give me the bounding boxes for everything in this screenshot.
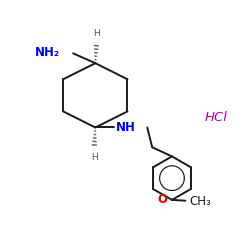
Text: H: H (93, 29, 100, 38)
Text: H: H (91, 153, 98, 162)
Text: O: O (158, 194, 168, 206)
Text: CH₃: CH₃ (190, 195, 212, 208)
Text: NH: NH (116, 121, 136, 134)
Text: HCl: HCl (205, 111, 228, 124)
Text: NH₂: NH₂ (34, 46, 59, 59)
